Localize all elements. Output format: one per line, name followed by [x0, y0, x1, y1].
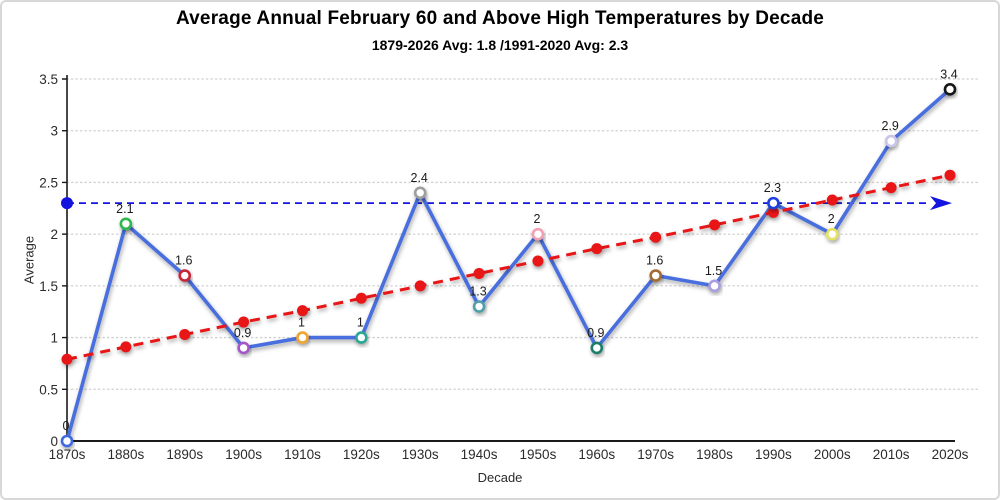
trend-point	[120, 341, 132, 353]
trend-line	[66, 173, 951, 361]
trend-point	[944, 169, 956, 181]
y-tick-label: 2	[50, 227, 58, 242]
reference-start-dot	[61, 197, 73, 210]
x-tick-label: 1920s	[343, 447, 380, 462]
data-label: 2.9	[881, 119, 898, 133]
x-tick-label: 1870s	[49, 447, 86, 462]
data-label: 1.6	[646, 254, 663, 268]
y-tick-label: 2.5	[39, 175, 58, 190]
x-tick-label: 1910s	[284, 447, 321, 462]
data-point[interactable]	[649, 269, 662, 282]
data-point[interactable]	[296, 331, 309, 344]
trend-point	[238, 316, 250, 328]
data-label: 0.9	[234, 326, 251, 340]
data-point[interactable]	[767, 196, 780, 210]
data-point[interactable]	[590, 341, 604, 355]
x-tick-label: 1960s	[578, 447, 615, 462]
data-point[interactable]	[884, 134, 898, 148]
data-point[interactable]	[237, 341, 250, 355]
data-point[interactable]	[60, 434, 74, 448]
data-point[interactable]	[413, 186, 427, 200]
x-tick-label: 1970s	[637, 447, 674, 462]
data-point[interactable]	[531, 227, 545, 241]
x-tick-label: 1930s	[402, 447, 439, 462]
data-label: 2	[828, 212, 835, 226]
data-label: 0	[63, 419, 70, 433]
data-point[interactable]	[178, 269, 192, 282]
data-label: 0.9	[587, 326, 604, 340]
x-axis-title: Decade	[477, 470, 523, 485]
data-label: 1.5	[705, 264, 722, 278]
trend-point	[650, 231, 662, 243]
chart-subtitle: 1879-2026 Avg: 1.8 /1991-2020 Avg: 2.3	[371, 37, 629, 53]
data-label: 3.4	[940, 67, 957, 81]
x-tick-label: 1890s	[166, 447, 203, 462]
trend-point	[826, 194, 838, 206]
data-point[interactable]	[825, 227, 839, 241]
y-tick-label: 1	[50, 331, 58, 346]
trend-point	[885, 182, 897, 194]
y-tick-label: 3	[50, 124, 58, 139]
y-tick-label: 0.5	[39, 382, 58, 397]
x-tick-label: 1940s	[461, 447, 498, 462]
data-label: 2.1	[116, 202, 133, 216]
trend-point	[296, 305, 308, 317]
x-tick-label: 1990s	[755, 447, 792, 462]
data-point[interactable]	[708, 279, 721, 293]
trend-point	[179, 328, 191, 340]
data-point[interactable]	[355, 331, 368, 344]
series-line	[65, 87, 952, 443]
y-tick-label: 3.5	[39, 72, 58, 87]
data-label: 1	[357, 316, 364, 330]
trend-point	[767, 206, 779, 218]
data-label: 2.4	[411, 171, 428, 185]
data-label: 1	[298, 316, 305, 330]
x-tick-label: 2010s	[873, 447, 910, 462]
trend-point	[591, 243, 603, 255]
trend-point	[355, 292, 367, 304]
y-tick-label: 0	[50, 434, 58, 449]
data-label: 1.6	[175, 254, 192, 268]
data-point[interactable]	[119, 217, 133, 231]
trend-point	[709, 219, 721, 231]
x-tick-label: 1900s	[225, 447, 262, 462]
data-point[interactable]	[943, 83, 957, 96]
x-tick-label: 1950s	[520, 447, 557, 462]
data-label: 1.3	[469, 285, 486, 299]
x-tick-label: 1980s	[696, 447, 733, 462]
reference-arrow-icon	[930, 196, 952, 211]
trend-point	[473, 267, 485, 279]
x-tick-label: 2000s	[814, 447, 851, 462]
trend-point	[61, 353, 73, 365]
x-tick-label: 1880s	[107, 447, 144, 462]
y-tick-label: 1.5	[39, 279, 58, 294]
data-point[interactable]	[472, 300, 486, 313]
chart-title: Average Annual February 60 and Above Hig…	[175, 8, 825, 29]
data-label: 2.3	[764, 181, 781, 195]
trend-point	[532, 255, 544, 267]
trend-point	[414, 280, 426, 292]
data-label: 2	[533, 212, 540, 226]
x-tick-label: 2020s	[932, 447, 969, 462]
